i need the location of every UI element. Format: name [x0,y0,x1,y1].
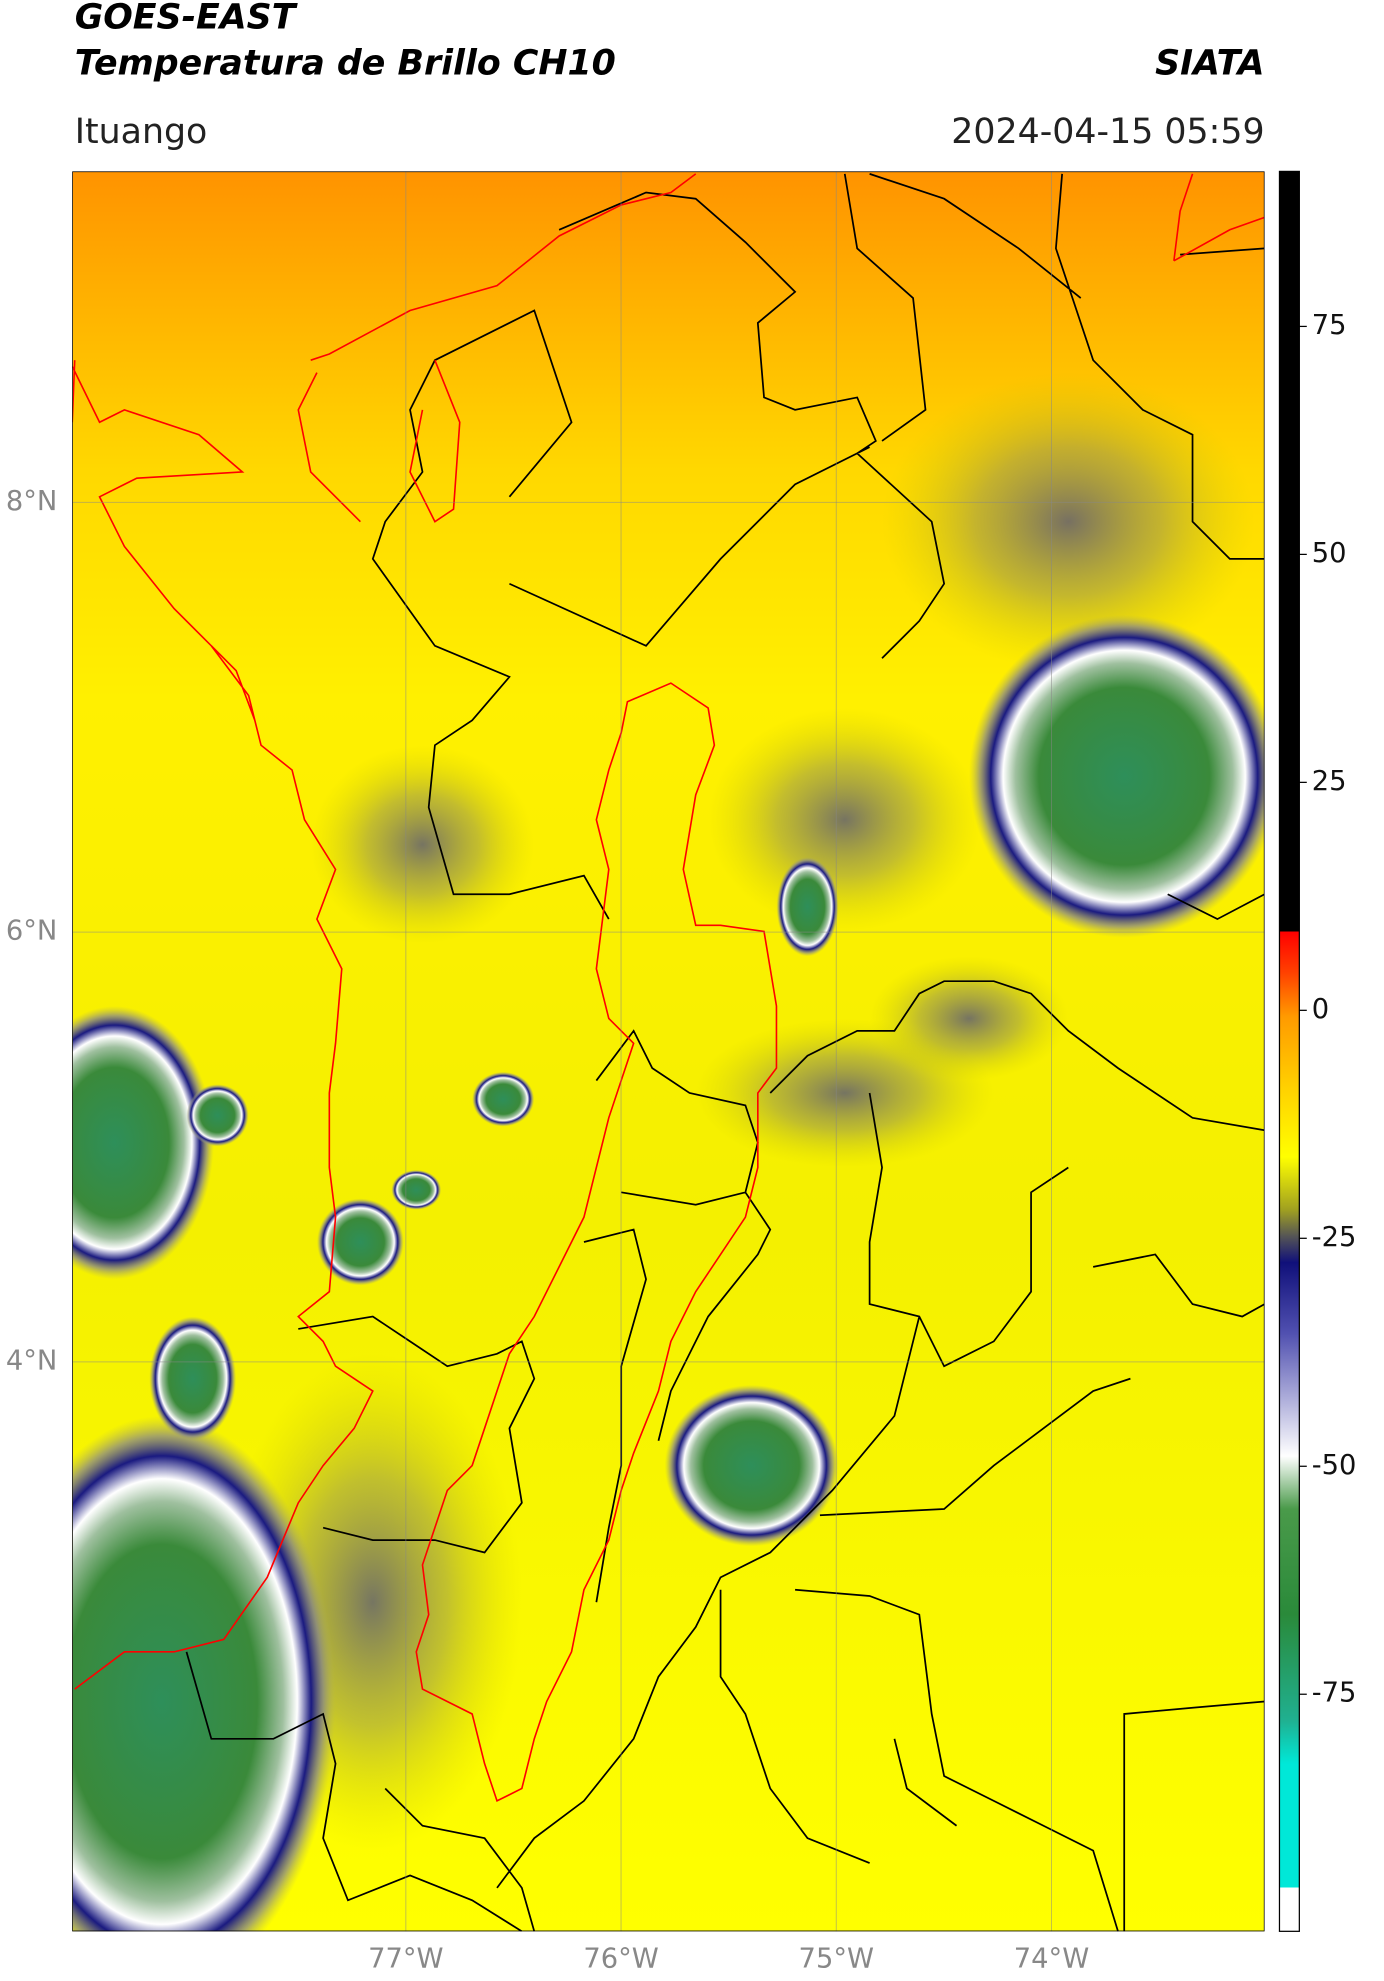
region-outline [415,682,778,1803]
colorbar-tick-label: 0 [1312,994,1329,1025]
colorbar [1278,170,1300,1932]
cloud [316,1198,404,1286]
colorbar-tick-label: 75 [1312,310,1347,341]
coastline [72,173,1265,1690]
cloud [882,372,1255,671]
lon-tick-label: 76°W [583,1943,658,1974]
cloud [869,956,1069,1081]
cloud [186,1084,249,1147]
cloud [664,1384,839,1547]
cloud [72,1006,214,1280]
border [185,173,1265,1932]
colorbar-tick-label: -75 [1312,1678,1357,1709]
lat-tick-label: 6°N [6,916,57,947]
colorbar-tick-label: -50 [1312,1450,1357,1481]
cloud [708,707,982,932]
colorbar-tick-label: 25 [1312,766,1347,797]
lon-tick-label: 75°W [799,1943,874,1974]
cloud [72,1415,336,1932]
cloud [391,1169,442,1210]
cloud [969,614,1265,938]
location: Ituango [75,112,208,152]
datetime: 2024-04-15 05:59 [951,112,1264,152]
source: SIATA [1155,44,1264,84]
cloud [310,745,535,944]
lon-tick-label: 74°W [1014,1943,1089,1974]
title: GOES-EAST [75,0,298,38]
cloud [472,1071,535,1127]
colorbar-tick-label: 50 [1312,538,1347,569]
lat-tick-label: 4°N [6,1345,57,1376]
map [72,171,1265,1932]
cloud [776,856,839,957]
grid [72,171,1265,1932]
lon-tick-label: 77°W [368,1943,443,1974]
colorbar-tick-label: -25 [1312,1222,1357,1253]
subtitle: Temperatura de Brillo CH10 [75,44,616,84]
lat-tick-label: 8°N [6,486,57,517]
cloud [149,1316,237,1441]
